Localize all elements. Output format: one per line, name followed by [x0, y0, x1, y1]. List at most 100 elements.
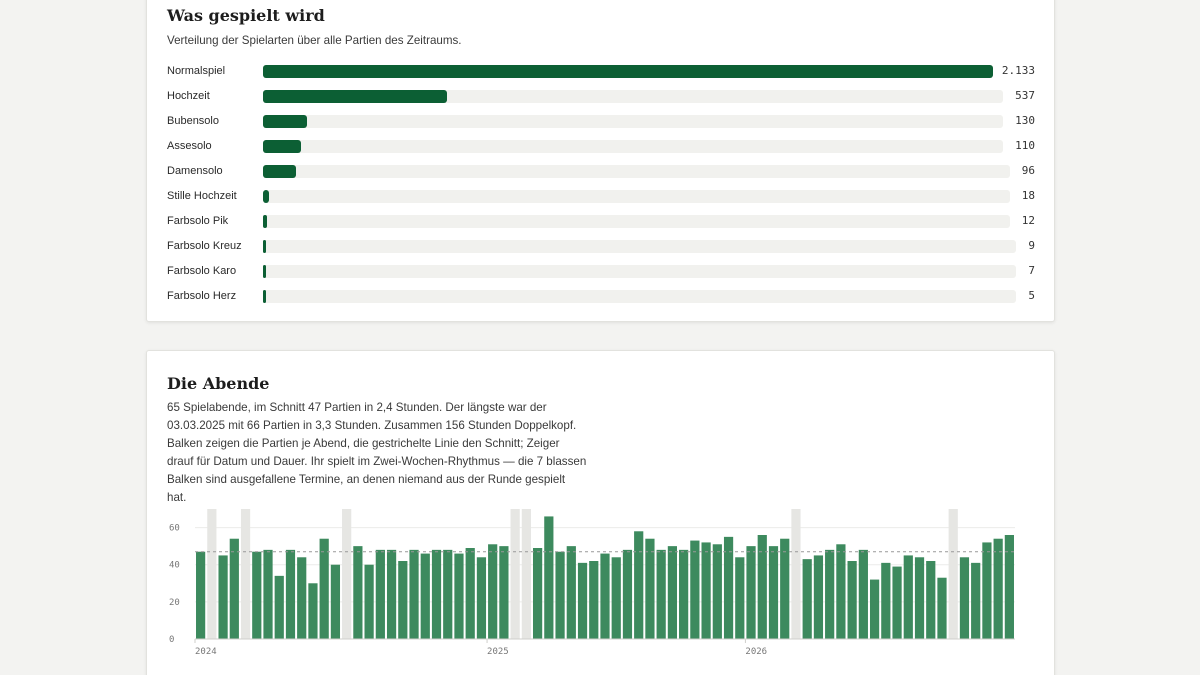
evening-bar[interactable]	[802, 559, 812, 639]
evening-bar[interactable]	[892, 566, 902, 639]
spielart-bar[interactable]	[263, 65, 993, 78]
spielart-bar[interactable]	[263, 215, 268, 228]
evening-bar[interactable]	[723, 536, 734, 639]
spielart-bar[interactable]	[263, 90, 447, 103]
evening-bar[interactable]	[308, 583, 318, 639]
evening-bar[interactable]	[690, 540, 700, 639]
spielart-bar[interactable]	[263, 115, 308, 128]
evening-bar[interactable]	[858, 549, 868, 639]
evening-bar[interactable]	[600, 553, 610, 639]
spielart-bar[interactable]	[263, 165, 296, 178]
evening-bar[interactable]	[982, 542, 992, 639]
cancelled-bar[interactable]	[207, 509, 217, 639]
evening-bar[interactable]	[285, 549, 296, 639]
evening-bar[interactable]	[566, 546, 576, 639]
evening-bar[interactable]	[959, 557, 970, 639]
evening-bar[interactable]	[937, 577, 947, 639]
evening-bar[interactable]	[881, 562, 891, 639]
evening-bar[interactable]	[701, 542, 711, 639]
spielart-row[interactable]: Hochzeit 537	[167, 89, 1037, 103]
evening-bar[interactable]	[476, 557, 487, 639]
evening-bar[interactable]	[465, 548, 475, 639]
evening-bar[interactable]	[229, 538, 239, 639]
evening-bar[interactable]	[634, 531, 644, 639]
spielart-value: 9	[1028, 239, 1035, 252]
evening-bar[interactable]	[443, 549, 453, 639]
evening-bar[interactable]	[679, 549, 689, 639]
spielart-row[interactable]: Damensolo 96	[167, 164, 1037, 178]
evening-bar[interactable]	[364, 564, 374, 639]
spielart-row[interactable]: Farbsolo Herz 5	[167, 289, 1037, 303]
evening-bar[interactable]	[836, 544, 846, 639]
evening-bar[interactable]	[577, 562, 588, 639]
evening-bar[interactable]	[409, 549, 419, 639]
evening-bar[interactable]	[420, 553, 430, 639]
spielart-value: 12	[1021, 214, 1035, 227]
evening-bar[interactable]	[375, 549, 385, 639]
evening-bar[interactable]	[847, 561, 857, 639]
evening-bar[interactable]	[712, 544, 722, 639]
evening-bar[interactable]	[431, 549, 442, 639]
evening-bar[interactable]	[780, 538, 790, 639]
spielart-value: 537	[1015, 89, 1035, 102]
cancelled-bar[interactable]	[791, 509, 801, 639]
cancelled-bar[interactable]	[948, 509, 958, 639]
abende-description: 65 Spielabende, im Schnitt 47 Partien in…	[167, 401, 587, 504]
evening-bar[interactable]	[757, 535, 767, 639]
spielart-row[interactable]: Farbsolo Kreuz 9	[167, 239, 1037, 253]
evening-bar[interactable]	[532, 548, 543, 639]
evening-bar[interactable]	[330, 564, 341, 639]
evening-bar[interactable]	[398, 561, 408, 639]
evening-bar[interactable]	[218, 555, 228, 639]
evening-bar[interactable]	[971, 562, 981, 639]
evening-bar[interactable]	[319, 538, 329, 639]
evening-bar[interactable]	[622, 549, 633, 639]
evening-bar[interactable]	[544, 516, 554, 639]
spielart-bar[interactable]	[263, 265, 266, 278]
evening-bar[interactable]	[611, 557, 621, 639]
evening-bar[interactable]	[645, 538, 655, 639]
evening-bar[interactable]	[735, 557, 745, 639]
evening-bar[interactable]	[903, 555, 913, 639]
evening-bar[interactable]	[454, 553, 464, 639]
spielart-row[interactable]: Farbsolo Pik 12	[167, 214, 1037, 228]
evening-bar[interactable]	[869, 579, 880, 639]
spielart-row[interactable]: Farbsolo Karo 7	[167, 264, 1037, 278]
evening-bar[interactable]	[926, 561, 936, 639]
spielart-bar[interactable]	[263, 140, 301, 153]
evening-bar[interactable]	[263, 549, 273, 639]
cancelled-bar[interactable]	[342, 509, 352, 639]
spielart-row[interactable]: Normalspiel 2.133	[167, 64, 1037, 78]
spielart-bar[interactable]	[263, 240, 267, 253]
evening-bar[interactable]	[297, 557, 307, 639]
evening-bar[interactable]	[993, 538, 1003, 639]
evening-bar[interactable]	[274, 575, 284, 639]
spielart-bar-track	[263, 290, 1017, 303]
evening-bar[interactable]	[746, 546, 756, 639]
spielart-row[interactable]: Bubensolo 130	[167, 114, 1037, 128]
spielart-bar[interactable]	[263, 290, 266, 303]
evening-bar[interactable]	[768, 546, 779, 639]
evening-bar[interactable]	[499, 546, 509, 639]
spielart-row[interactable]: Stille Hochzeit 18	[167, 189, 1037, 203]
evening-bar[interactable]	[589, 561, 599, 639]
cancelled-bar[interactable]	[240, 509, 251, 639]
evening-bar[interactable]	[386, 549, 397, 639]
evening-bar[interactable]	[667, 546, 678, 639]
spielart-bar[interactable]	[263, 190, 270, 203]
evening-bar[interactable]	[196, 551, 206, 639]
cancelled-bar[interactable]	[521, 509, 531, 639]
abende-title: Die Abende	[167, 374, 270, 393]
evening-bar[interactable]	[488, 544, 498, 639]
evening-bar[interactable]	[252, 551, 262, 639]
spielart-row[interactable]: Assesolo 110	[167, 139, 1037, 153]
evening-bar[interactable]	[353, 546, 363, 639]
evening-bar[interactable]	[555, 551, 565, 639]
evening-bar[interactable]	[825, 549, 835, 639]
x-tick-label: 2024	[195, 647, 217, 657]
evening-bar[interactable]	[914, 557, 925, 639]
evening-bar[interactable]	[813, 555, 824, 639]
evening-bar[interactable]	[1004, 535, 1014, 639]
evening-bar[interactable]	[656, 549, 666, 639]
cancelled-bar[interactable]	[510, 509, 520, 639]
